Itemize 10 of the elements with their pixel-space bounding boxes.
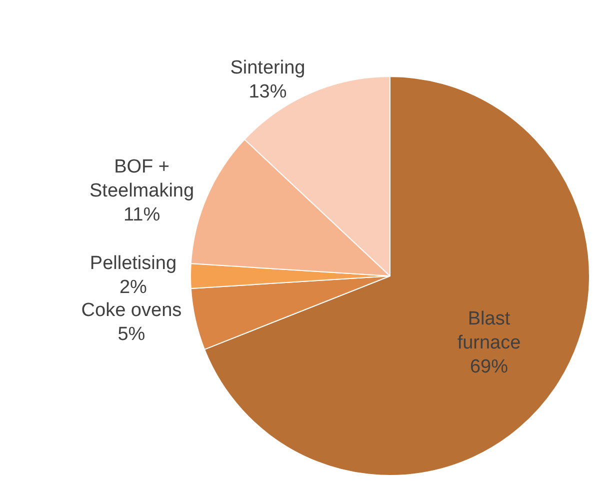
data-label: 13% <box>248 81 287 102</box>
data-label: 69% <box>470 356 508 378</box>
slice-label: Coke ovens <box>81 300 182 321</box>
data-label: 2% <box>119 277 148 298</box>
slice-label: BOF + Steelmaking <box>90 156 194 202</box>
slice-label: Sintering <box>230 57 306 78</box>
data-label: 5% <box>118 324 146 345</box>
data-label: 11% <box>123 204 160 226</box>
slice-label: Blast furnace <box>457 308 521 354</box>
slice-label: Pelletising <box>90 253 177 274</box>
